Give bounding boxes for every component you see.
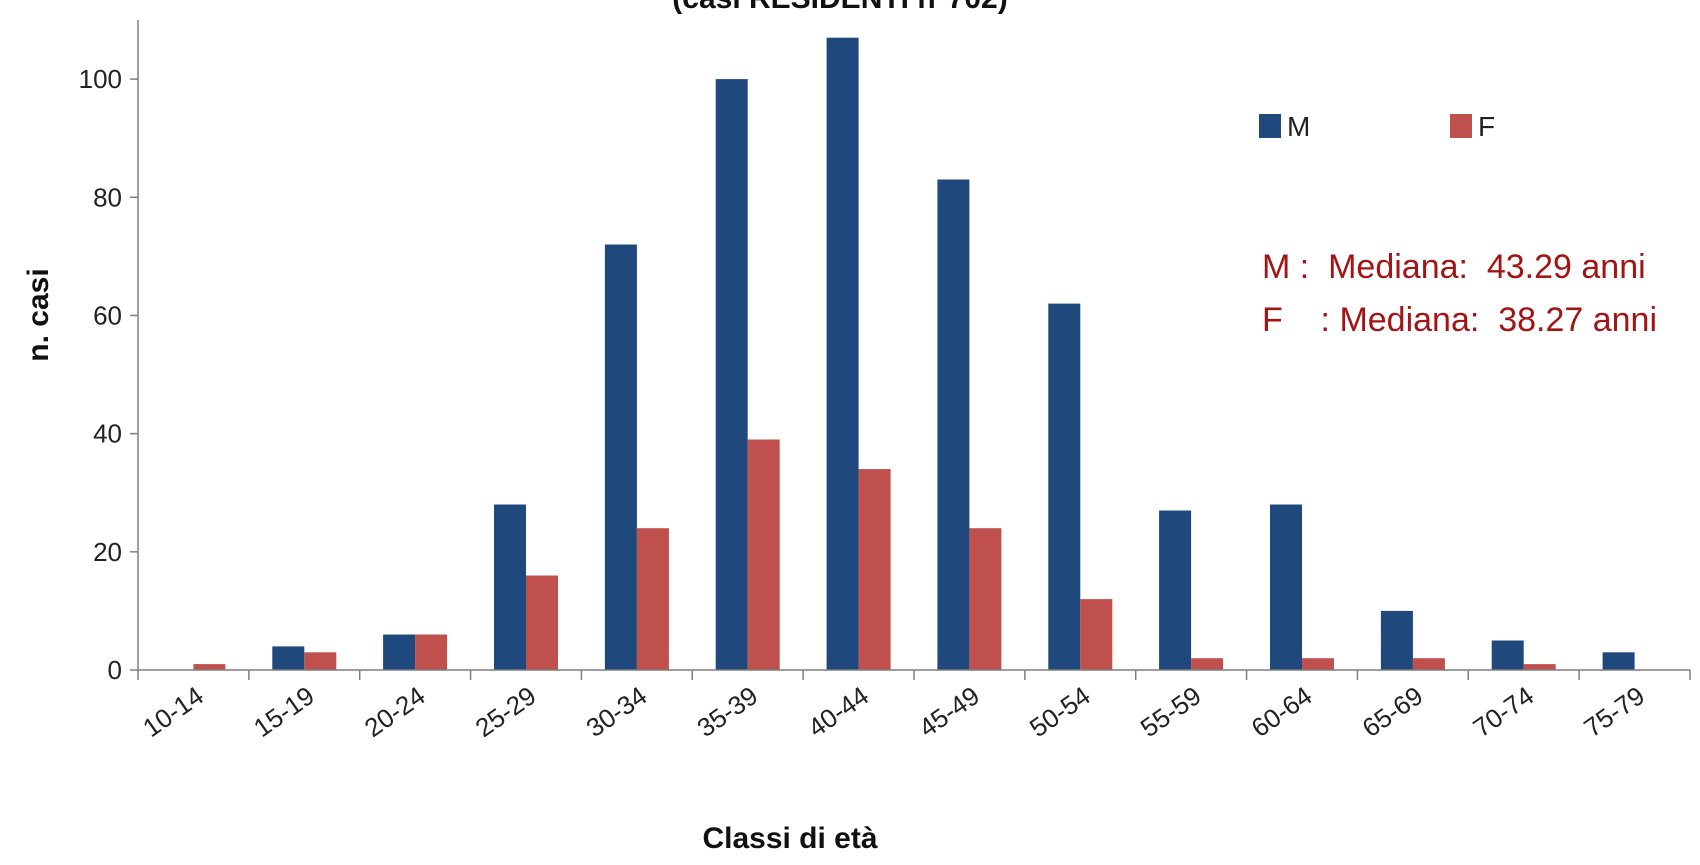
bar-m-50-54 — [1048, 303, 1081, 670]
bar-f-30-34 — [636, 528, 669, 670]
bar-m-15-19 — [272, 646, 305, 670]
x-tick-label-35-39: 35-39 — [691, 680, 763, 743]
chart-title: (casi RESIDENTI n°702) — [672, 0, 1007, 15]
bar-f-60-64 — [1302, 658, 1334, 670]
bar-f-70-74 — [1523, 664, 1556, 670]
legend-swatch-f — [1450, 114, 1472, 138]
legend: M F — [1259, 111, 1495, 142]
y-tick-label: 0 — [108, 655, 122, 685]
bar-m-70-74 — [1491, 640, 1524, 670]
bar-m-35-39 — [715, 79, 748, 671]
x-tick-label-40-44: 40-44 — [802, 680, 874, 743]
x-tick-label-65-69: 65-69 — [1357, 680, 1429, 743]
bar-m-25-29 — [494, 504, 526, 670]
y-tick-label: 20 — [93, 537, 122, 567]
legend-swatch-m — [1259, 114, 1281, 138]
bar-m-20-24 — [383, 634, 416, 670]
bar-f-45-49 — [969, 528, 1002, 670]
y-tick-label: 80 — [93, 182, 122, 212]
bar-f-50-54 — [1080, 599, 1113, 670]
median-note-m: M : Mediana: 43.29 anni — [1262, 248, 1646, 286]
x-axis-title: Classi di età — [702, 822, 877, 855]
x-tick-label-30-34: 30-34 — [581, 680, 653, 743]
x-tick-label-55-59: 55-59 — [1135, 680, 1207, 743]
bar-m-55-59 — [1159, 510, 1192, 670]
median-annotation: M : Mediana: 43.29 anni F : Mediana: 38.… — [1262, 248, 1657, 339]
bar-f-35-39 — [747, 439, 780, 670]
y-tick-label: 60 — [93, 300, 122, 330]
y-axis-title: n. casi — [22, 268, 55, 361]
x-tick-label-45-49: 45-49 — [913, 680, 985, 743]
bar-m-40-44 — [826, 37, 859, 670]
bar-f-55-59 — [1191, 658, 1224, 670]
x-tick-label-75-79: 75-79 — [1578, 680, 1650, 743]
bar-f-40-44 — [858, 469, 891, 670]
bar-f-15-19 — [304, 652, 337, 670]
x-tick-label-20-24: 20-24 — [359, 680, 431, 743]
bar-m-30-34 — [604, 244, 637, 670]
legend-label-f: F — [1478, 111, 1495, 142]
x-tick-label-50-54: 50-54 — [1024, 680, 1096, 743]
bar-m-45-49 — [937, 179, 970, 670]
bar-f-20-24 — [415, 634, 448, 670]
bar-m-65-69 — [1380, 610, 1413, 670]
bar-f-65-69 — [1412, 658, 1445, 670]
bar-m-75-79 — [1602, 652, 1635, 670]
median-note-f: F : Mediana: 38.27 anni — [1262, 301, 1657, 339]
x-tick-label-15-19: 15-19 — [248, 680, 320, 743]
x-tick-label-60-64: 60-64 — [1246, 680, 1318, 743]
x-tick-label-70-74: 70-74 — [1467, 680, 1539, 743]
x-tick-label-25-29: 25-29 — [470, 680, 542, 743]
legend-label-m: M — [1287, 111, 1310, 142]
bar-f-10-14 — [193, 664, 226, 670]
y-tick-label: 100 — [79, 64, 122, 94]
bar-m-60-64 — [1270, 504, 1302, 670]
bar-f-25-29 — [526, 575, 558, 670]
x-tick-label-10-14: 10-14 — [137, 680, 209, 743]
y-tick-label: 40 — [93, 419, 122, 449]
bars-group — [193, 37, 1635, 671]
